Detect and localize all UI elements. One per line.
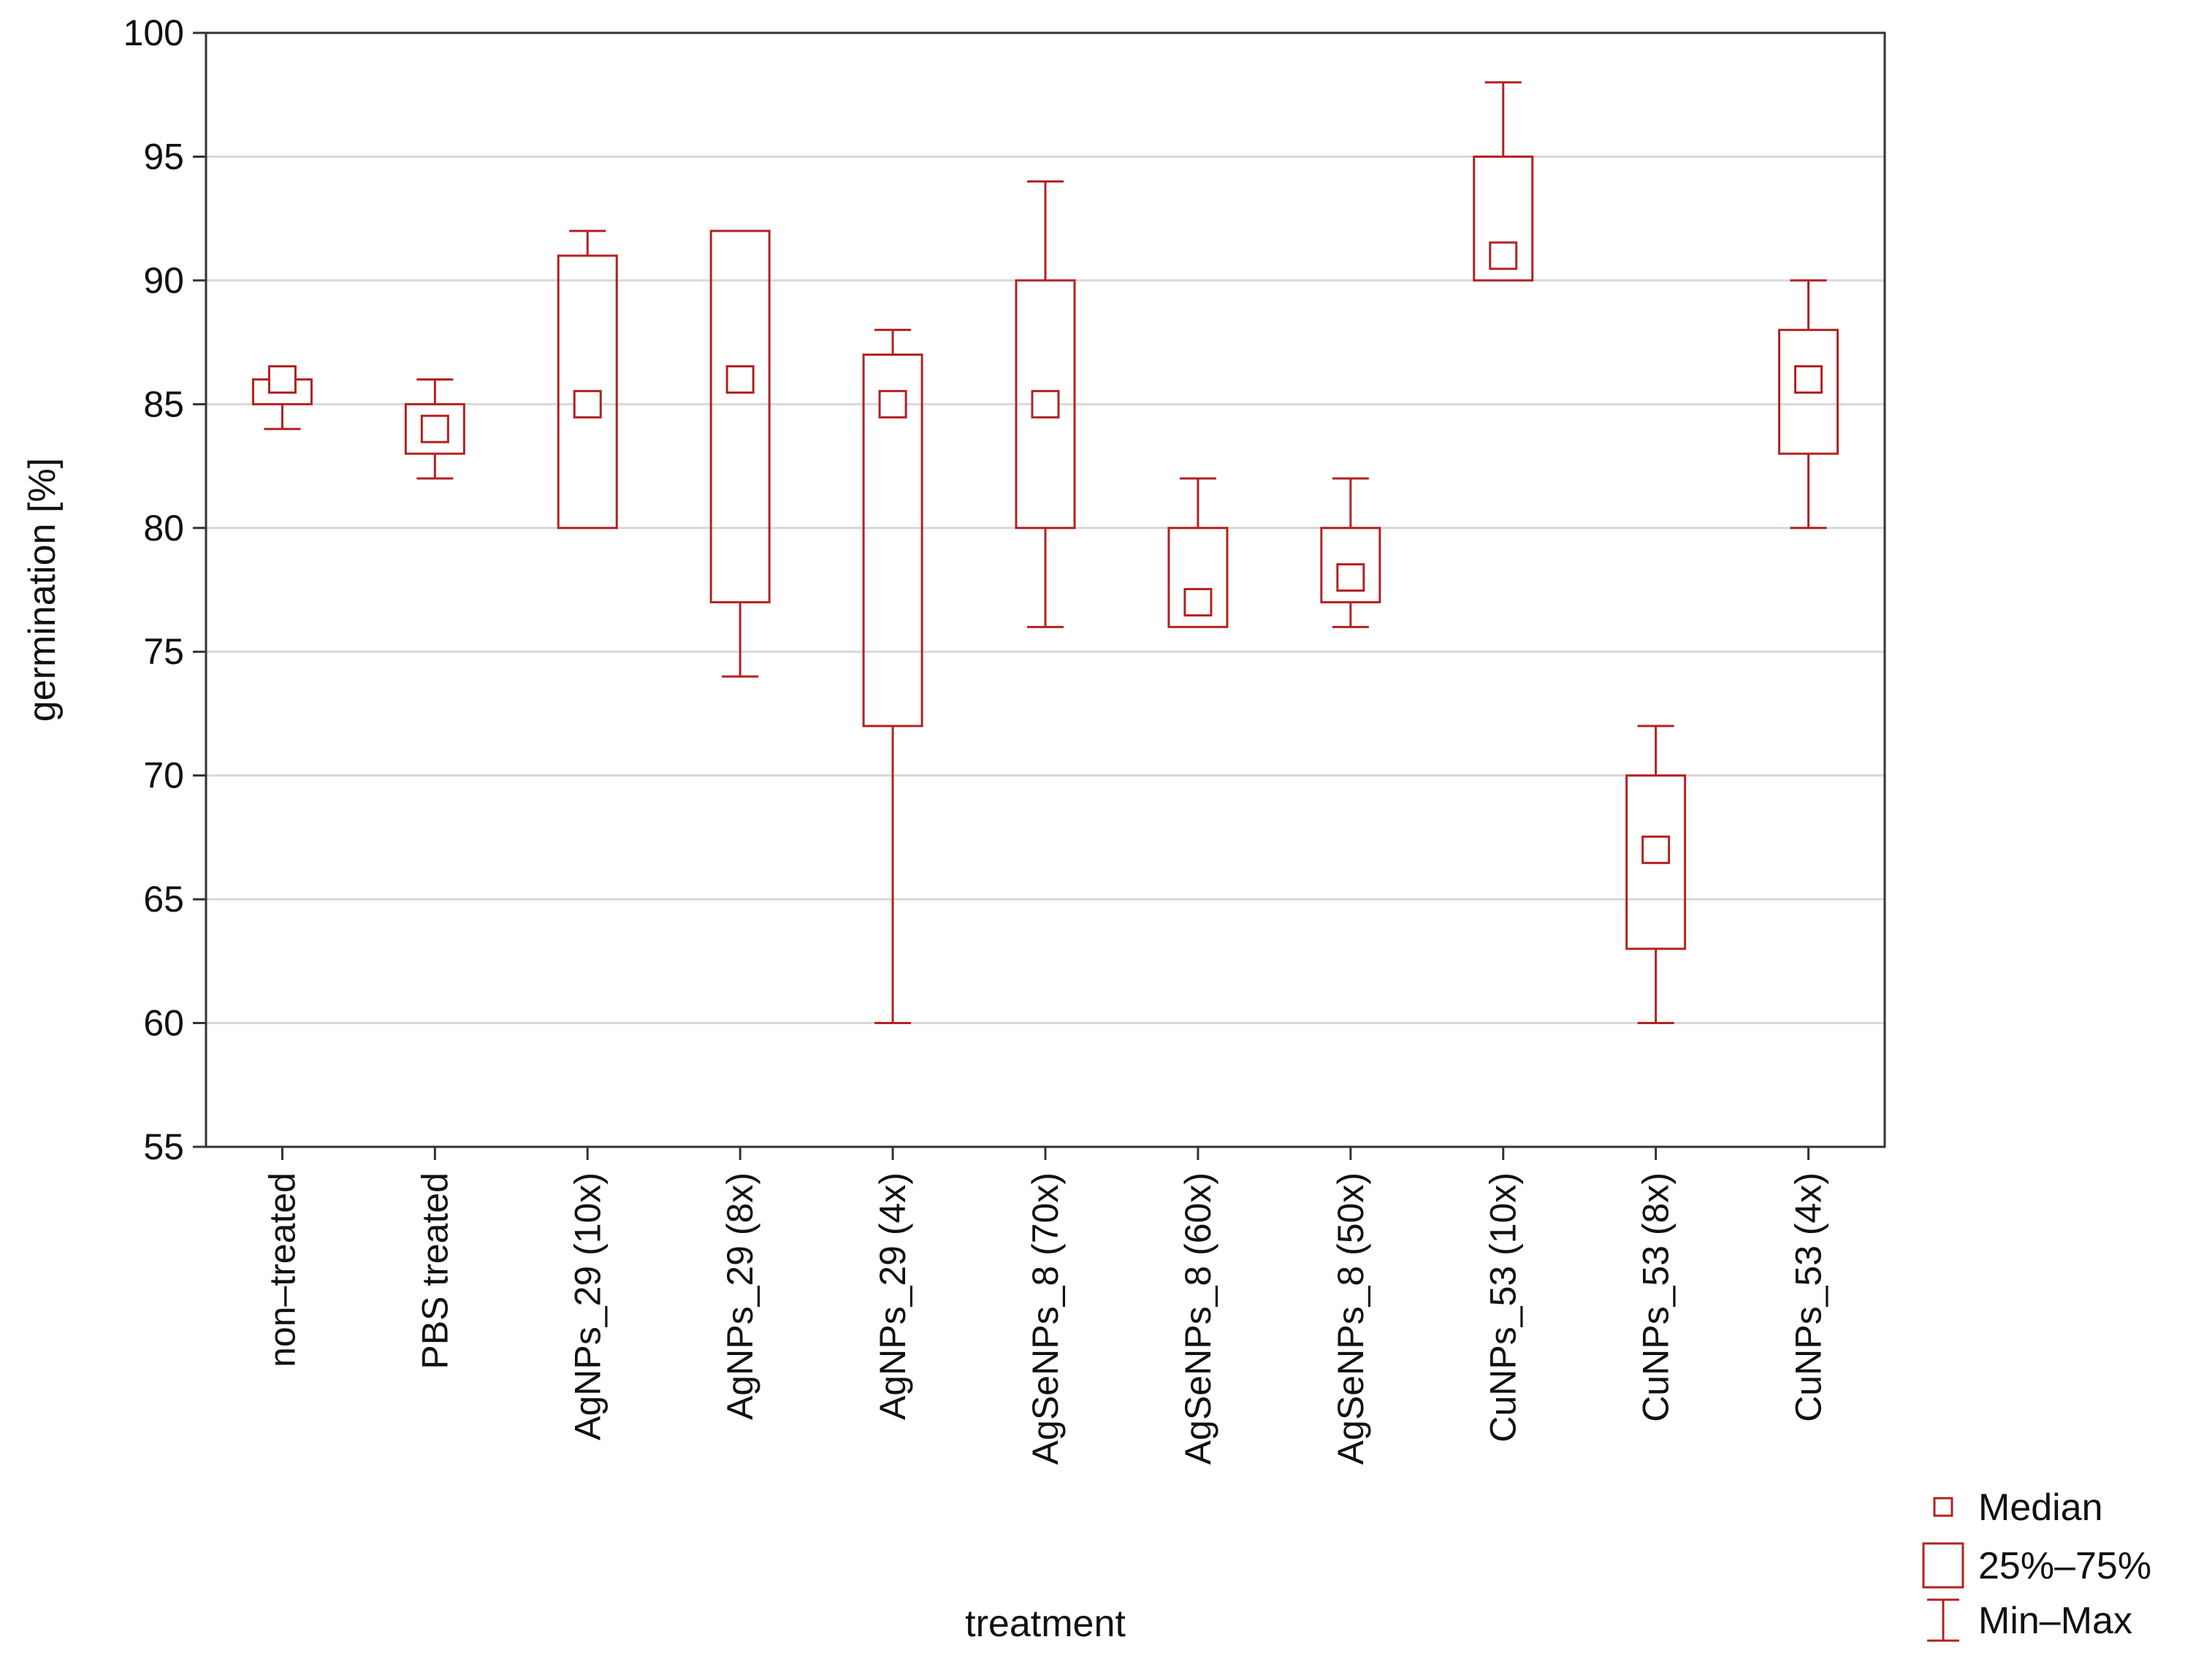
box-group — [1778, 279, 1839, 530]
box-group — [404, 378, 465, 480]
y-tick-label: 85 — [143, 383, 184, 424]
iqr-box — [862, 354, 923, 728]
y-tick-label: 60 — [143, 1003, 184, 1044]
legend-label: 25%–75% — [1978, 1545, 2151, 1587]
median-marker — [878, 389, 907, 419]
box-group — [1473, 81, 1534, 282]
box-group — [1320, 477, 1381, 628]
median-marker — [573, 389, 602, 419]
box-group — [1625, 725, 1687, 1025]
x-tick-label: non–treated — [262, 1172, 302, 1367]
iqr-box — [1015, 279, 1076, 530]
iqr-box — [404, 402, 465, 455]
iqr-box — [1625, 774, 1687, 950]
median-marker — [267, 365, 297, 394]
x-tick-label: AgNPs_29 (10x) — [567, 1172, 608, 1440]
iqr-box — [1778, 329, 1839, 455]
median-marker — [1489, 241, 1518, 270]
x-axis-title: treatment — [965, 1603, 1126, 1645]
y-tick-label: 75 — [143, 631, 184, 672]
iqr-box — [709, 229, 771, 603]
x-tick-label: CuNPs_53 (10x) — [1483, 1172, 1524, 1443]
box-group — [557, 229, 618, 530]
median-marker — [1031, 389, 1060, 419]
median-marker — [1641, 835, 1671, 864]
median-marker — [1794, 365, 1823, 394]
y-tick-label: 55 — [143, 1126, 184, 1167]
iqr-box — [1320, 527, 1381, 603]
iqr-box — [1473, 155, 1534, 282]
legend-label: Min–Max — [1978, 1600, 2132, 1642]
x-tick-label: AgSeNPs_8 (70x) — [1025, 1172, 1066, 1465]
legend-median-icon — [1933, 1497, 1953, 1517]
x-tick-label: AgNPs_29 (4x) — [872, 1172, 913, 1420]
y-tick-label: 90 — [143, 260, 184, 301]
x-tick-label: CuNPs_53 (4x) — [1788, 1172, 1829, 1422]
x-axis: non–treated PBS treated AgNPs_29 (10x) AgNP… — [262, 1147, 1829, 1465]
iqr-box — [557, 254, 618, 530]
legend-whisker-icon — [1927, 1598, 1959, 1642]
y-tick-label: 80 — [143, 508, 184, 549]
box-group — [251, 365, 313, 430]
y-tick-label: 95 — [143, 136, 184, 177]
x-tick-label: AgSeNPs_8 (50x) — [1330, 1172, 1371, 1465]
x-tick-label: PBS treated — [414, 1172, 455, 1370]
box-group — [862, 329, 923, 1025]
legend-label: Median — [1978, 1486, 2103, 1529]
box-group — [1167, 477, 1229, 628]
median-marker — [1336, 563, 1365, 592]
y-tick-label: 100 — [123, 12, 184, 53]
y-tick-label: 70 — [143, 755, 184, 796]
y-tick-label: 65 — [143, 879, 184, 920]
x-tick-label: AgNPs_29 (8x) — [720, 1172, 760, 1420]
x-tick-label: AgSeNPs_8 (60x) — [1178, 1172, 1218, 1465]
median-marker — [420, 414, 449, 443]
legend-box-icon — [1922, 1542, 1964, 1589]
x-tick-label: CuNPs_53 (8x) — [1636, 1172, 1677, 1422]
iqr-box — [1167, 527, 1229, 628]
median-marker — [1183, 587, 1213, 617]
box-group — [1015, 180, 1076, 628]
y-axis: 55 60 65 70 75 80 85 90 95 100 — [123, 12, 206, 1167]
box-group — [709, 229, 771, 678]
legend: Median 25%–75% Min–Max — [1922, 1486, 2151, 1642]
boxes — [251, 81, 1839, 1025]
median-marker — [725, 365, 755, 394]
y-axis-title: germination [%] — [21, 458, 64, 722]
